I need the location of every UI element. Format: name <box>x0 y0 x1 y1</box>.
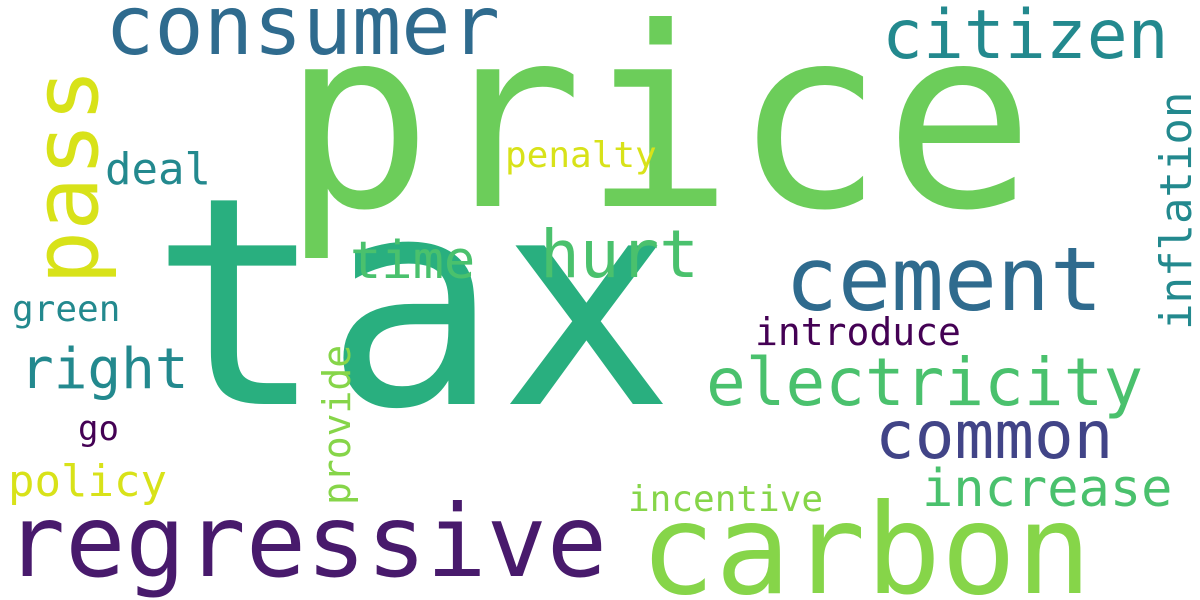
word-right: right <box>20 337 189 402</box>
word-green: green <box>12 289 121 330</box>
word-regressive: regressive <box>5 483 608 600</box>
word-inflation: inflation <box>1151 91 1200 330</box>
word-common: common <box>875 397 1114 474</box>
word-carbon: carbon <box>640 478 1092 600</box>
word-go: go <box>78 409 119 449</box>
word-increase: increase <box>922 459 1173 519</box>
word-time: time <box>350 231 476 291</box>
word-tax: tax <box>150 136 674 473</box>
word-cement: cement <box>785 228 1103 331</box>
word-introduce: introduce <box>755 310 961 354</box>
word-electricity: electricity <box>706 344 1144 421</box>
word-consumer: consumer <box>105 0 500 74</box>
word-deal: deal <box>105 144 211 195</box>
word-pass: pass <box>14 68 119 285</box>
word-price: price <box>282 0 1035 265</box>
word-penalty: penalty <box>505 135 657 176</box>
word-incentive: incentive <box>628 479 824 520</box>
word-hurt: hurt <box>540 216 699 293</box>
word-citizen: citizen <box>882 0 1169 75</box>
word-provide: provide <box>315 344 359 505</box>
word-policy: policy <box>8 456 167 507</box>
